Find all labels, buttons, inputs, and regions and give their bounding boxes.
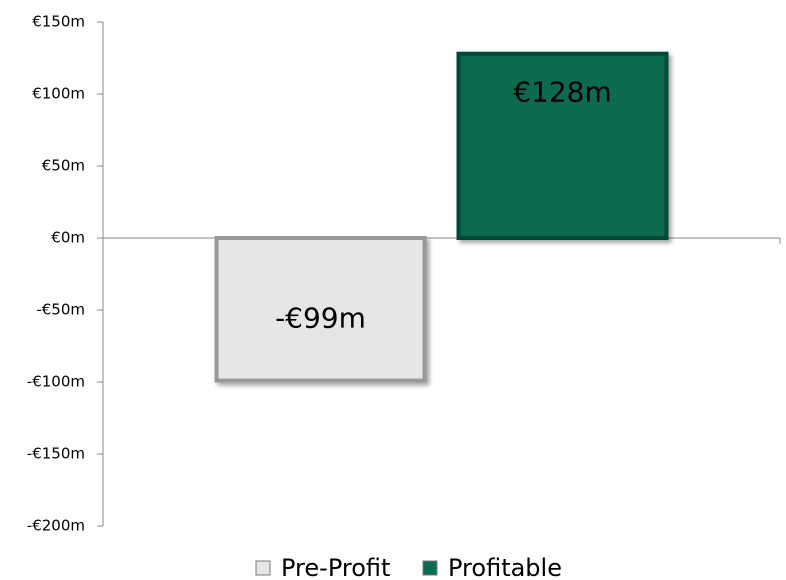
y-tick-label: €0m xyxy=(51,229,85,247)
legend-swatch xyxy=(422,560,438,576)
y-tick-label: €50m xyxy=(42,157,85,175)
y-tick-label: -€200m xyxy=(27,517,85,535)
y-tick-label: -€100m xyxy=(27,373,85,391)
bar xyxy=(214,236,427,383)
y-tick-label: -€150m xyxy=(27,445,85,463)
y-tick-label: €100m xyxy=(32,85,85,103)
legend-label: Pre-Profit xyxy=(281,554,390,580)
bar xyxy=(456,51,669,241)
value-label: -€99m xyxy=(275,301,366,334)
legend-swatch xyxy=(255,560,271,576)
y-tick-label: -€50m xyxy=(36,301,85,319)
value-label: €128m xyxy=(513,76,612,109)
y-tick-label: €150m xyxy=(32,13,85,31)
legend-label: Profitable xyxy=(448,554,562,580)
